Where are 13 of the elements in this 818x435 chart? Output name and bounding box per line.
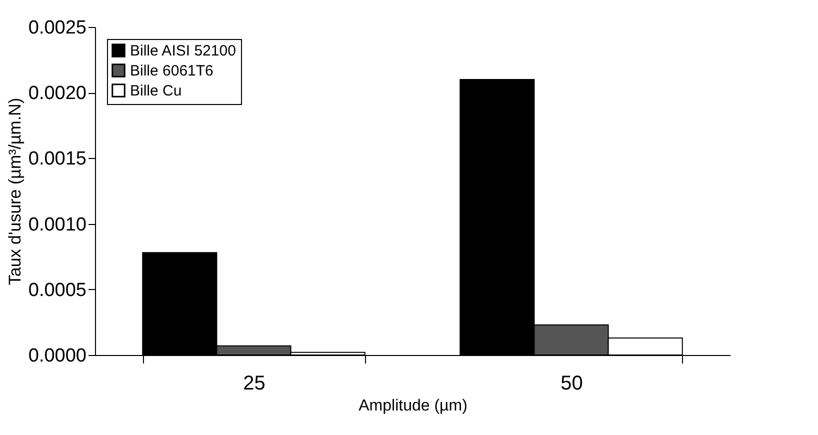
legend-label: Bille 6061T6 — [130, 62, 214, 80]
y-tick-label: 0.0020 — [28, 83, 86, 104]
y-tick-label: 0.0025 — [28, 18, 86, 38]
x-axis-title: Amplitude (µm) — [358, 398, 468, 414]
y-tick-label: 0.0010 — [28, 214, 86, 236]
legend-label: Bille Cu — [130, 82, 182, 100]
y-tick-label: 0.0005 — [28, 280, 86, 301]
y-tick-label: 0.0000 — [28, 346, 86, 366]
y-axis-title: Taux d'usure (µm³/µm.N) — [5, 98, 24, 286]
y-tick-label: 0.0015 — [28, 148, 86, 170]
legend-label: Bille AISI 52100 — [130, 42, 236, 60]
x-tick-label: 25 — [243, 372, 266, 394]
x-tick-label: 50 — [560, 372, 583, 394]
